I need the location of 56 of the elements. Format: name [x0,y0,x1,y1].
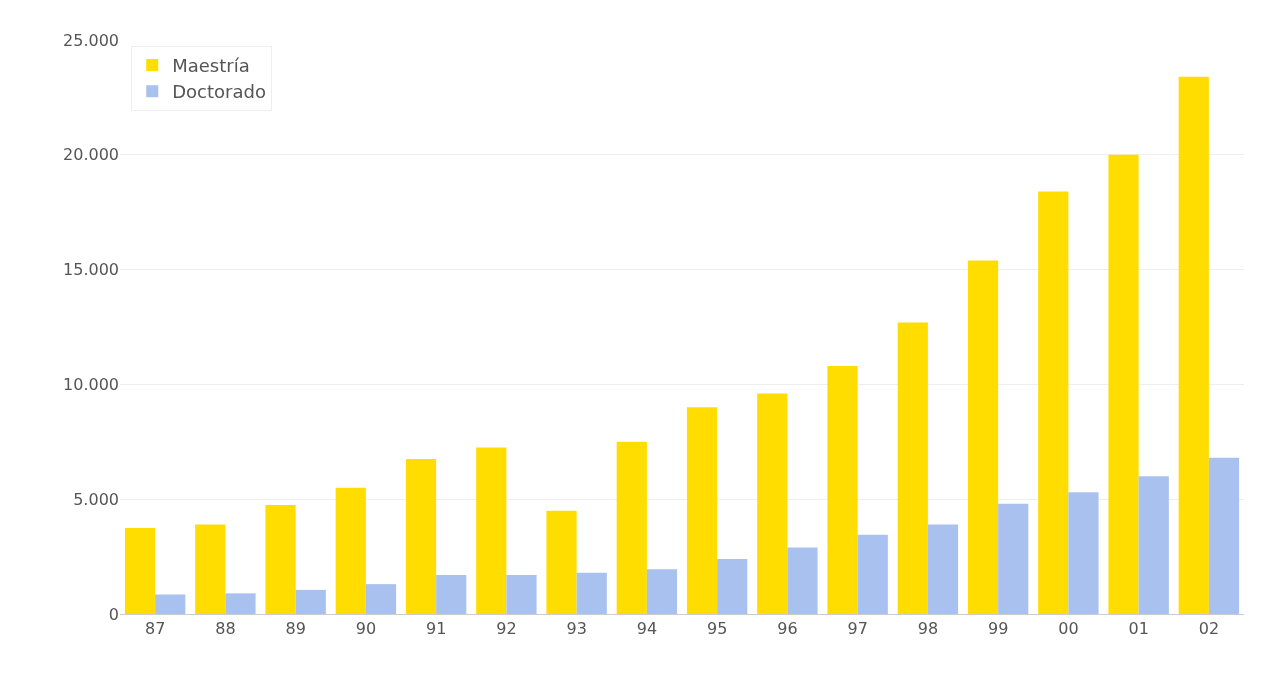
bar [616,441,647,614]
bar [225,593,256,614]
x-tick-label: 98 [917,619,939,639]
bar [1208,457,1240,614]
bar [436,574,467,614]
x-tick-label: 94 [636,619,658,639]
bar [827,366,858,614]
bar [335,487,366,614]
x-tick-label: 93 [566,619,587,639]
bar [576,572,607,614]
bar [195,524,226,614]
x-tick-label: 92 [496,619,517,639]
bar [857,534,888,614]
x-tick-label: 96 [777,619,798,639]
x-tick-label: 02 [1198,619,1220,639]
bar [1108,154,1139,614]
bar [787,547,818,614]
x-tick-label: 88 [215,619,236,639]
bar [295,589,326,614]
x-tick-label: 90 [355,619,377,639]
bar [646,569,678,614]
bar [506,574,537,614]
bar [546,510,577,614]
x-tick-label: 89 [285,619,306,639]
bar [265,504,296,614]
y-tick-label: 15.000 [63,260,119,280]
bar [476,447,507,614]
bar [927,524,959,614]
bar [1178,76,1209,614]
x-tick-label: 95 [706,619,728,639]
x-tick-label: 99 [987,619,1009,639]
bar [1138,476,1169,614]
x-tick-label: 00 [1058,619,1079,639]
bar [155,594,186,614]
bar [998,503,1029,614]
bar [1068,492,1099,614]
bar [967,260,999,614]
bar [897,322,928,614]
y-tick-label: 10.000 [63,375,119,394]
y-tick-label: 5.000 [73,489,119,509]
y-tick-label: 20.000 [63,145,119,165]
bar [405,459,437,614]
bar [1038,191,1069,614]
y-tick-label: 0 [108,604,119,624]
x-tick-label: 91 [425,619,447,639]
legend-label: Doctorado [172,81,266,103]
x-tick-label: 87 [144,619,166,639]
bar [717,558,748,614]
x-tick-label: 97 [847,619,868,639]
bar [686,407,718,614]
bar [757,393,788,614]
legend-label: Maestría [172,54,250,76]
bar [365,584,397,614]
x-tick-label: 01 [1128,619,1149,639]
y-tick-label: 25.000 [63,30,119,50]
bar [124,527,156,614]
